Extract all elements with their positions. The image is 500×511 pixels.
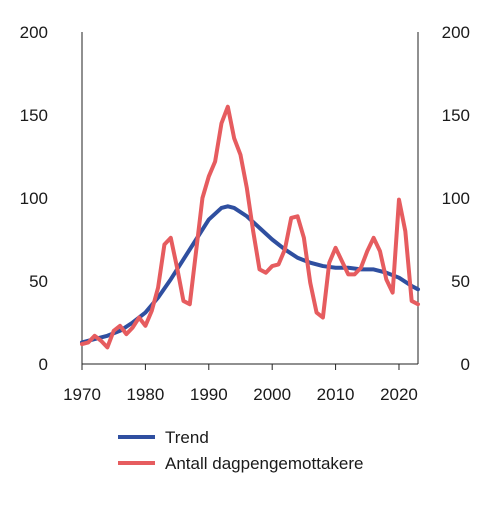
legend-label-antall-dagpengemottakere: Antall dagpengemottakere	[165, 454, 363, 473]
y-tick-label-left: 50	[29, 272, 48, 291]
y-tick-label-right: 150	[442, 106, 470, 125]
y-tick-label-right: 200	[442, 23, 470, 42]
x-tick-label: 1980	[126, 385, 164, 404]
y-tick-label-left: 200	[20, 23, 48, 42]
x-tick-label: 2020	[380, 385, 418, 404]
legend-label-trend: Trend	[165, 428, 209, 447]
x-tick-label: 1970	[63, 385, 101, 404]
y-tick-label-right: 50	[451, 272, 470, 291]
x-tick-label: 2000	[253, 385, 291, 404]
y-tick-label-left: 100	[20, 189, 48, 208]
x-tick-label: 2010	[317, 385, 355, 404]
legend: Trend Antall dagpengemottakere	[118, 428, 363, 473]
x-tick-label: 1990	[190, 385, 228, 404]
y-tick-label-left: 0	[39, 355, 48, 374]
y-tick-label-right: 100	[442, 189, 470, 208]
series-line-trend	[80, 204, 420, 345]
y-tick-label-left: 150	[20, 106, 48, 125]
series-line-antall-dagpengemottakere	[80, 104, 420, 350]
y-tick-label-right: 0	[461, 355, 470, 374]
axes-layer: 0 0 50 50 100 100 150 150 200 200 1970 1980 1990 2000…	[20, 23, 470, 404]
series-layer	[80, 104, 420, 350]
